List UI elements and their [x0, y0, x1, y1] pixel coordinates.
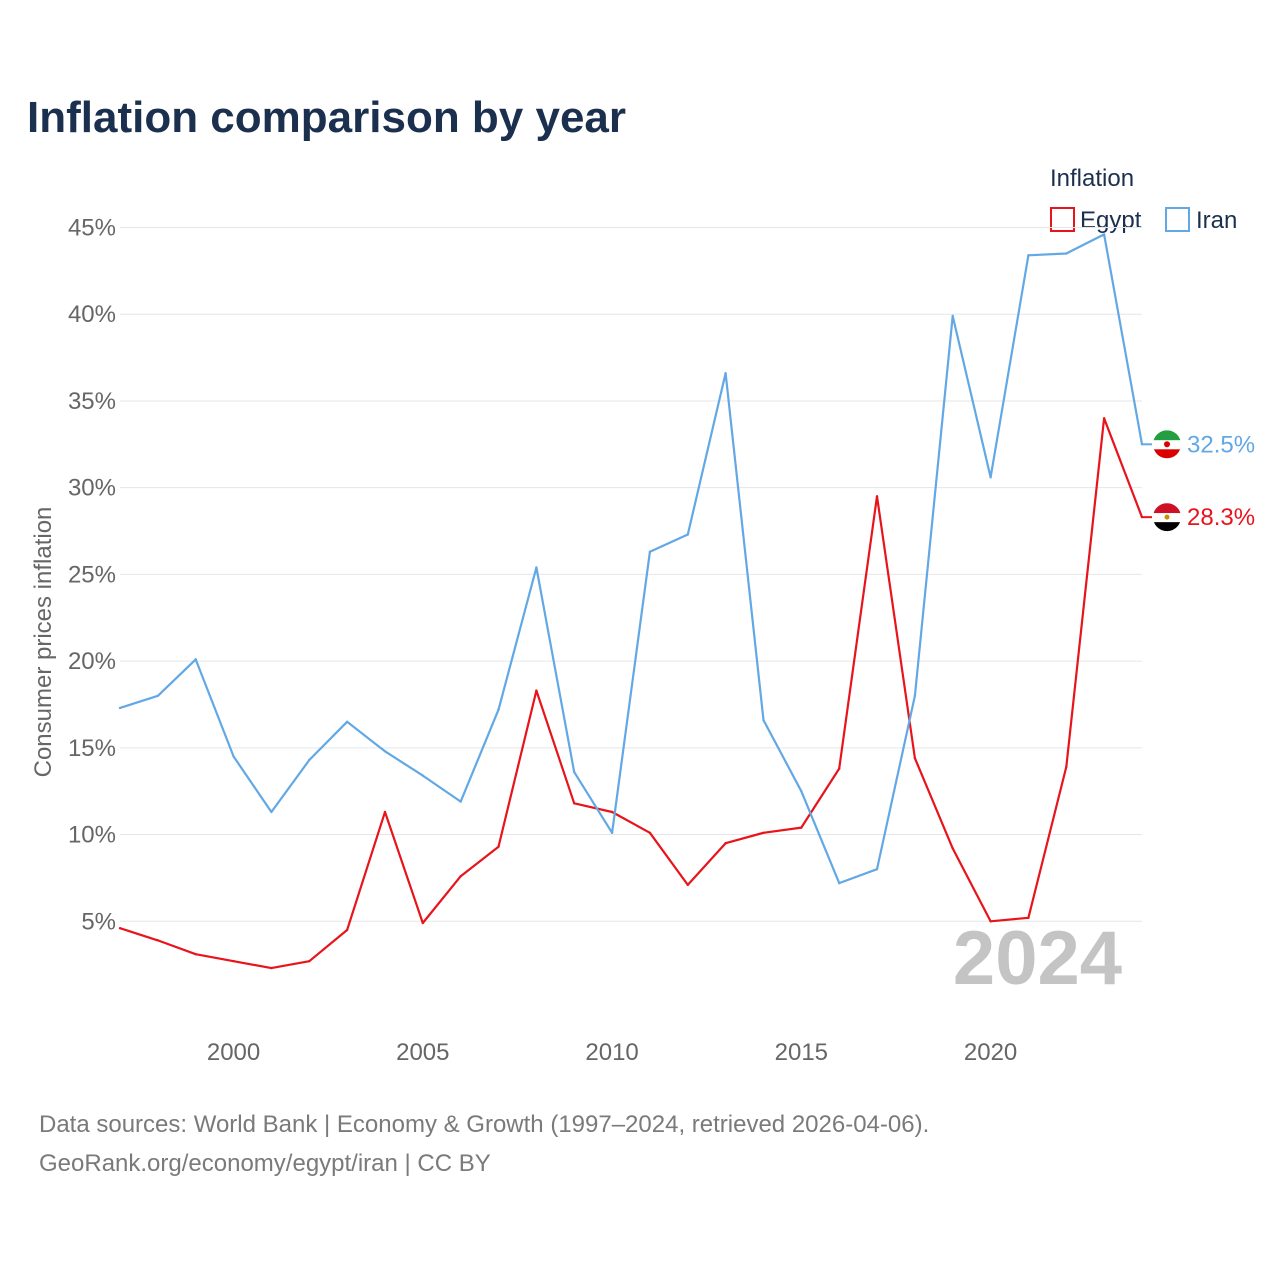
data-point-iran [118, 706, 122, 710]
x-tick-label: 2010 [585, 1039, 638, 1066]
data-point-iran [951, 314, 954, 318]
data-point-iran [535, 566, 538, 569]
data-point-egypt [875, 495, 879, 498]
data-point-egypt [232, 959, 235, 963]
series [118, 233, 1144, 970]
data-point-egypt [194, 953, 197, 956]
y-tick-label: 40% [68, 301, 116, 328]
legend-label-egypt: Egypt [1080, 207, 1142, 234]
data-point-egypt [459, 874, 462, 878]
data-point-egypt [1102, 417, 1106, 420]
data-point-egypt [837, 767, 841, 770]
data-point-egypt [800, 826, 803, 829]
year-watermark: 2024 [953, 916, 1122, 1001]
data-point-egypt [610, 810, 614, 814]
footer-link[interactable]: GeoRank.org/economy/egypt/iran | CC BY [39, 1150, 491, 1177]
legend-title: Inflation [1050, 165, 1134, 192]
data-point-egypt [573, 802, 576, 805]
data-point-iran [383, 750, 387, 753]
data-point-iran [762, 718, 765, 722]
data-point-iran [800, 789, 803, 793]
data-point-iran [232, 755, 235, 758]
y-tick-label: 10% [68, 822, 116, 849]
gridlines [120, 227, 1142, 922]
data-point-egypt [118, 927, 122, 930]
data-point-iran [648, 550, 652, 554]
data-point-egypt [724, 842, 727, 845]
legend-swatch-iran [1165, 207, 1190, 232]
data-point-iran [345, 720, 349, 724]
data-point-egypt [686, 883, 689, 887]
data-point-iran [1065, 252, 1068, 255]
data-point-egypt [497, 845, 500, 848]
data-point-egypt [1027, 916, 1030, 920]
data-point-iran [270, 810, 273, 814]
data-point-iran [573, 770, 576, 774]
egypt-end-label: 28.3% [1187, 504, 1255, 531]
legend-label-iran: Iran [1196, 207, 1237, 234]
chart-title: Inflation comparison by year [27, 93, 626, 142]
y-axis-ticks: 5% 10% 15% 20% 25% 30% 35% 40% 45% [68, 215, 116, 936]
egypt-flag-icon [1153, 503, 1181, 532]
data-point-egypt [762, 831, 765, 835]
data-point-iran [308, 758, 311, 762]
y-tick-label: 45% [68, 215, 116, 242]
data-point-egypt [1065, 765, 1068, 769]
y-tick-label: 20% [68, 648, 116, 675]
data-point-egypt [308, 959, 311, 963]
data-point-iran [875, 868, 879, 871]
data-point-iran [724, 371, 727, 375]
y-tick-label: 5% [81, 908, 116, 935]
data-point-egypt [156, 939, 160, 942]
x-tick-label: 2020 [964, 1039, 1017, 1066]
x-tick-label: 2000 [207, 1039, 260, 1066]
series-line-iran[interactable] [119, 233, 1144, 885]
y-tick-label: 15% [68, 735, 116, 762]
data-point-iran [1027, 254, 1030, 257]
data-point-egypt [913, 757, 917, 760]
data-point-egypt [951, 847, 954, 850]
data-point-iran [156, 694, 160, 697]
data-point-egypt [345, 928, 349, 932]
egypt-end-marker: 28.3% [1142, 503, 1255, 532]
y-tick-label: 25% [68, 561, 116, 588]
iran-flag-icon [1153, 430, 1181, 459]
data-point-iran [497, 708, 500, 711]
data-point-egypt [270, 966, 273, 970]
data-point-iran [837, 881, 841, 885]
data-point-iran [989, 476, 992, 479]
y-axis-title: Consumer prices inflation [30, 507, 57, 778]
iran-end-marker: 32.5% [1142, 430, 1255, 459]
x-tick-label: 2015 [775, 1039, 828, 1066]
data-point-iran [421, 774, 425, 777]
legend-swatch-egypt [1050, 207, 1075, 232]
data-point-iran [610, 831, 614, 835]
data-point-iran [459, 800, 462, 803]
data-point-iran [1102, 233, 1106, 236]
data-point-iran [686, 533, 689, 536]
legend-item-egypt[interactable]: Egypt [1050, 207, 1142, 234]
x-axis-ticks: 2000 2005 2010 2015 2020 [207, 1039, 1017, 1066]
data-point-iran [194, 658, 197, 661]
y-tick-label: 30% [68, 475, 116, 502]
data-point-egypt [421, 921, 425, 925]
legend-item-iran[interactable]: Iran [1165, 207, 1237, 234]
x-tick-label: 2005 [396, 1039, 449, 1066]
data-point-iran [913, 694, 917, 697]
series-line-egypt[interactable] [119, 417, 1144, 970]
data-point-egypt [989, 920, 992, 923]
y-tick-label: 35% [68, 388, 116, 415]
data-point-egypt [648, 831, 652, 835]
iran-end-label: 32.5% [1187, 431, 1255, 458]
data-point-egypt [383, 810, 387, 814]
footer-sources: Data sources: World Bank | Economy & Gro… [39, 1111, 929, 1138]
data-point-egypt [535, 689, 538, 692]
